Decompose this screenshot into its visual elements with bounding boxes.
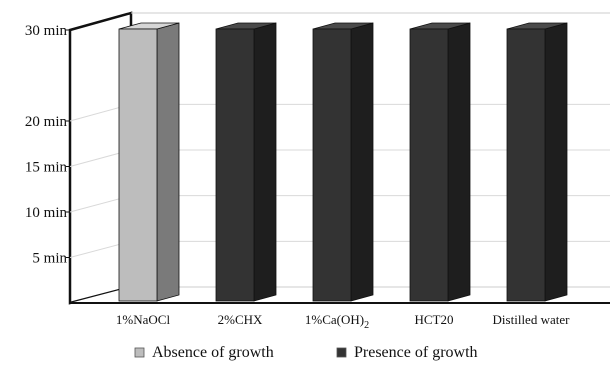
legend-label: Absence of growth [152,344,274,361]
y-tick-label: 20 min [25,114,68,130]
x-tick-label: 1%NaOCl [116,312,171,327]
legend-label: Presence of growth [354,344,478,361]
bar-side [544,22,568,302]
x-tick-label: Distilled water [493,312,571,327]
x-tick-label: HCT20 [415,312,454,327]
y-axis-ticks: 5 min 10 min 15 min 20 min 30 min [25,23,70,267]
y-tick-label: 15 min [25,160,68,176]
y-tick-label: 10 min [25,205,68,221]
bar-side [447,22,471,302]
legend-swatch [336,347,347,358]
bar [506,22,568,302]
x-axis-ticks: 1%NaOCl 2%CHX 1%Ca(OH)2 HCT20 Distilled wate… [116,312,570,331]
y-tick-label: 30 min [25,23,68,39]
legend-swatch [134,347,145,358]
legend: Absence of growth Presence of growth [134,344,478,361]
bar-front [215,28,255,302]
bar-front [506,28,546,302]
bar [215,22,277,302]
x-tick-label: 2%CHX [218,312,263,327]
bar-side [350,22,374,302]
bar [409,22,471,302]
bar [118,22,180,302]
bars [118,22,568,302]
bar-side [156,22,180,302]
x-tick-label: 1%Ca(OH)2 [305,312,369,331]
y-tick-label: 5 min [32,251,67,267]
bar-front [409,28,449,302]
bar-front [312,28,352,302]
bar [312,22,374,302]
bar-front [118,28,158,302]
bar-side [253,22,277,302]
